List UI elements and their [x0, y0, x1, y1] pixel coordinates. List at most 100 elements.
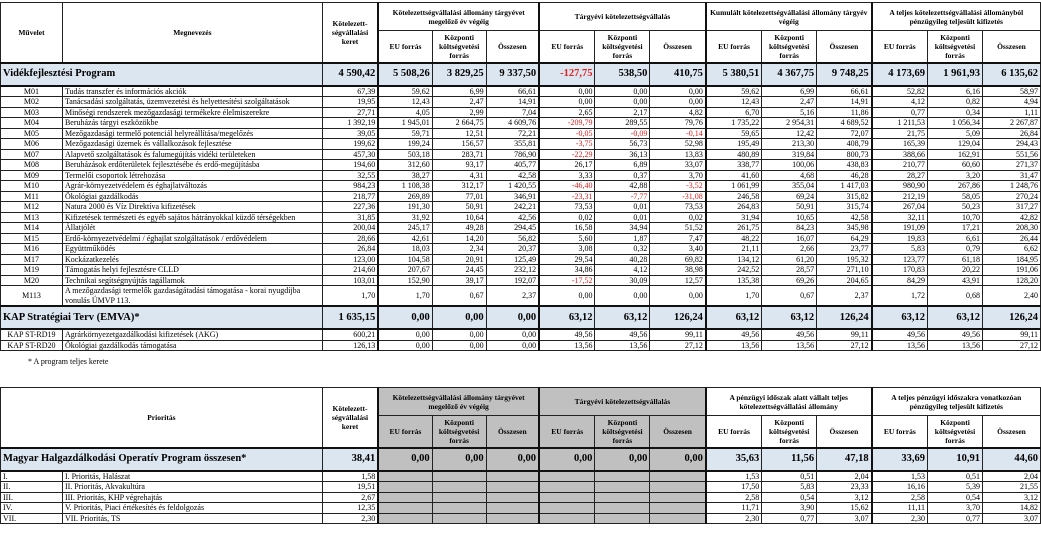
row-value: 3,12 — [816, 491, 873, 503]
row-value: 49,28 — [431, 222, 487, 234]
row-value: 13,56 — [594, 339, 651, 351]
row-value: 2,40 — [981, 285, 1041, 307]
row-value: 67,39 — [321, 85, 379, 97]
row-value: 58,05 — [927, 190, 983, 202]
total-value: 9 337,50 — [485, 61, 540, 87]
table-row: VII. VII. Prioritás, TS 2,30 2,30 0,77 3,07 2,… — [0, 512, 1041, 524]
row-value: 338,77 — [704, 159, 763, 171]
fisheries-table: Prioritás Kötelezett-ségvállalási keret … — [0, 387, 1041, 524]
row-value: 408,79 — [816, 138, 873, 150]
row-value: 5,09 — [927, 127, 983, 139]
footnote: * A program teljes kerete — [28, 357, 109, 366]
subheader-kk: Központi költségvetési forrás — [594, 30, 651, 63]
row-value — [431, 512, 487, 524]
table-row: M04 Beruházás tárgyi eszközökbe 1 392,19 1 … — [0, 117, 1041, 129]
header-megnevezes: Megnevezés — [61, 2, 323, 63]
row-value: 31,47 — [981, 169, 1041, 181]
row-value: 7,47 — [649, 232, 707, 244]
total-value: 4 590,42 — [321, 61, 379, 87]
row-value: 50,91 — [431, 201, 487, 213]
row-value: 1 211,53 — [870, 117, 929, 129]
total-value: 63,12 — [927, 305, 983, 330]
row-value: 73,53 — [538, 201, 596, 213]
row-value: 5,83 — [870, 243, 929, 255]
row-value: 11,86 — [816, 106, 873, 118]
row-name: II. Prioritás, Akvakultúra — [61, 481, 323, 493]
row-value: 355,81 — [485, 138, 540, 150]
row-value: 46,28 — [816, 169, 873, 181]
row-value: 7,04 — [485, 106, 540, 118]
row-value: 345,98 — [816, 222, 873, 234]
row-value: 551,56 — [981, 148, 1041, 160]
row-value: 289,55 — [594, 117, 651, 129]
header-prior-year: Kötelezettségvállalási állomány tárgyéve… — [377, 2, 540, 31]
row-value — [538, 470, 596, 482]
row-value: 0,54 — [927, 491, 983, 503]
row-value: 4,94 — [981, 96, 1041, 108]
total-value: 5 380,51 — [704, 61, 763, 87]
subheader-kk: Központi költségvetési forrás — [761, 415, 818, 448]
row-value: 18,03 — [377, 243, 433, 255]
row-value: 0,00 — [649, 285, 707, 307]
row-code: M01 — [0, 85, 63, 97]
row-value: 3,40 — [649, 243, 707, 255]
row-code: I. — [0, 470, 63, 482]
row-value: 2,04 — [816, 470, 873, 482]
row-value: 2,17 — [594, 106, 651, 118]
row-value: 5,60 — [538, 232, 596, 244]
row-value: 1,70 — [377, 285, 433, 307]
row-value: 261,75 — [704, 222, 763, 234]
row-code: M113 — [0, 285, 63, 307]
row-value: 31,94 — [704, 211, 763, 223]
row-code: M08 — [0, 159, 63, 171]
program-name: Vidékfejlesztési Program — [0, 61, 323, 87]
row-code: KAP ST-RD20 — [0, 339, 63, 351]
row-value: 165,39 — [870, 138, 929, 150]
row-value: 13,56 — [538, 339, 596, 351]
row-value: 6,99 — [431, 85, 487, 97]
row-value: 1 248,76 — [981, 180, 1041, 192]
row-value: 69,26 — [761, 274, 818, 286]
program-total-row: Magyar Halgazdálkodási Operatív Program … — [0, 446, 1041, 472]
row-name: Mezőgazdasági üzemek és vállalkozások fe… — [61, 138, 323, 150]
row-value: 0,00 — [649, 96, 707, 108]
row-value: 2,66 — [761, 243, 818, 255]
row-value: 0,51 — [761, 470, 818, 482]
row-value: 20,91 — [431, 253, 487, 265]
row-value: 191,06 — [981, 264, 1041, 276]
row-value: 0,00 — [649, 85, 707, 97]
row-value — [538, 502, 596, 514]
row-value: 2,65 — [538, 106, 596, 118]
total-value: 63,12 — [761, 305, 818, 330]
program-name: KAP Stratégiai Terv (EMVA)* — [0, 305, 323, 330]
row-value: 2,30 — [704, 512, 763, 524]
row-value: 3,70 — [649, 169, 707, 181]
total-value: 6 135,62 — [981, 61, 1041, 87]
program-name: Magyar Halgazdálkodási Operatív Program … — [0, 446, 323, 472]
row-value: 1 061,99 — [704, 180, 763, 192]
row-value: 10,70 — [927, 211, 983, 223]
row-value: 315,74 — [816, 201, 873, 213]
row-value: 0,34 — [927, 106, 983, 118]
row-name: Agrár-környezetvédelem és éghajlatváltoz… — [61, 180, 323, 192]
row-value: 457,30 — [321, 148, 379, 160]
row-value: 104,58 — [377, 253, 433, 265]
subheader-ossz: Összesen — [981, 415, 1041, 448]
row-value: 21,55 — [981, 481, 1041, 493]
row-value: 267,04 — [870, 201, 929, 213]
row-value: 346,91 — [485, 190, 540, 202]
row-value: 103,01 — [321, 274, 379, 286]
row-value: 12,57 — [649, 274, 707, 286]
row-value: 199,24 — [377, 138, 433, 150]
row-value: 12,51 — [431, 127, 487, 139]
row-value: 56,73 — [594, 138, 651, 150]
total-value: 33,69 — [870, 446, 929, 472]
row-value: 5,83 — [761, 481, 818, 493]
row-value: 3,20 — [927, 169, 983, 181]
total-value: -127,75 — [538, 61, 596, 87]
row-value: 77,01 — [431, 190, 487, 202]
row-value — [594, 491, 651, 503]
total-value: 47,18 — [816, 446, 873, 472]
total-value: 0,00 — [377, 305, 433, 330]
row-code: M02 — [0, 96, 63, 108]
